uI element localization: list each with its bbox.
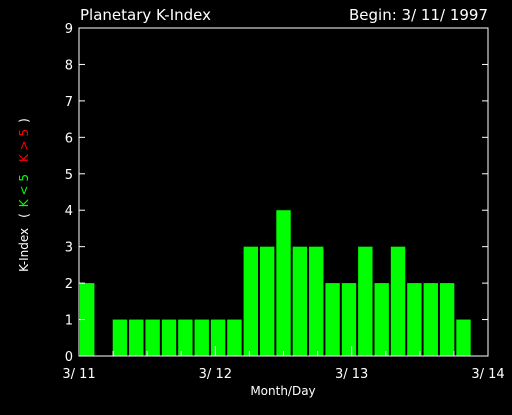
k-index-bar [309,246,324,356]
x-tick-label: 3/ 14 [471,367,504,382]
y-axis-label: K-Index ( K < 5 K > 5) [17,118,31,272]
y-tick-label: 3 [65,241,73,256]
begin-date-label: Begin: 3/ 11/ 1997 [349,6,488,24]
k-index-bar [80,283,95,356]
y-axis-label-red: K > 5 [17,129,31,162]
y-axis-label-paren-open: ( [17,213,31,218]
y-axis-label-green: K < 5 [17,174,31,207]
axes-group: 0 1 2 3 4 5 6 7 8 9 3/ 11 3/ 12 3/ 13 3/ 14 [62,22,504,382]
x-tick-label: 3/ 11 [62,367,95,382]
y-tick-label: 6 [65,131,73,146]
k-index-bar [341,283,357,356]
x-tick-label: 3/ 12 [199,367,232,382]
y-tick-label: 8 [65,58,73,73]
y-tick-label: 7 [65,95,73,110]
k-index-bar [243,246,258,356]
y-axis-label-paren-close: ) [17,118,31,123]
k-index-bar [407,283,422,356]
y-axis-label-main: K-Index [17,228,31,272]
k-index-bar [161,319,177,356]
k-index-bar [129,319,144,356]
svg-text:K-Index(K < 5K > 5): K-Index ( K < 5 K > 5) [17,118,31,272]
y-tick-label: 0 [65,350,73,365]
x-tick-label: 3/ 13 [335,367,368,382]
k-index-bar [194,319,209,356]
y-tick-label: 2 [65,277,73,292]
y-tick-label: 9 [65,22,73,37]
k-index-bar [292,246,308,356]
bars-group [80,210,471,356]
k-index-bar [456,319,471,356]
k-index-bar [227,319,242,356]
k-index-bar [276,210,291,356]
y-tick-label: 4 [65,204,73,219]
k-index-bar [210,319,226,356]
k-index-bar [390,246,406,356]
k-index-bar [259,246,275,356]
k-index-bar [325,283,340,356]
x-axis-label: Month/Day [250,384,315,398]
k-index-bar [439,283,455,356]
k-index-bar [145,319,160,356]
k-index-bar [178,319,193,356]
chart-title: Planetary K-Index [80,6,211,24]
y-tick-label: 5 [65,168,73,183]
k-index-bar [112,319,128,356]
k-index-bar [358,246,373,356]
y-tick-label: 1 [65,314,73,329]
k-index-bar [374,283,389,356]
k-index-bar [423,283,438,356]
